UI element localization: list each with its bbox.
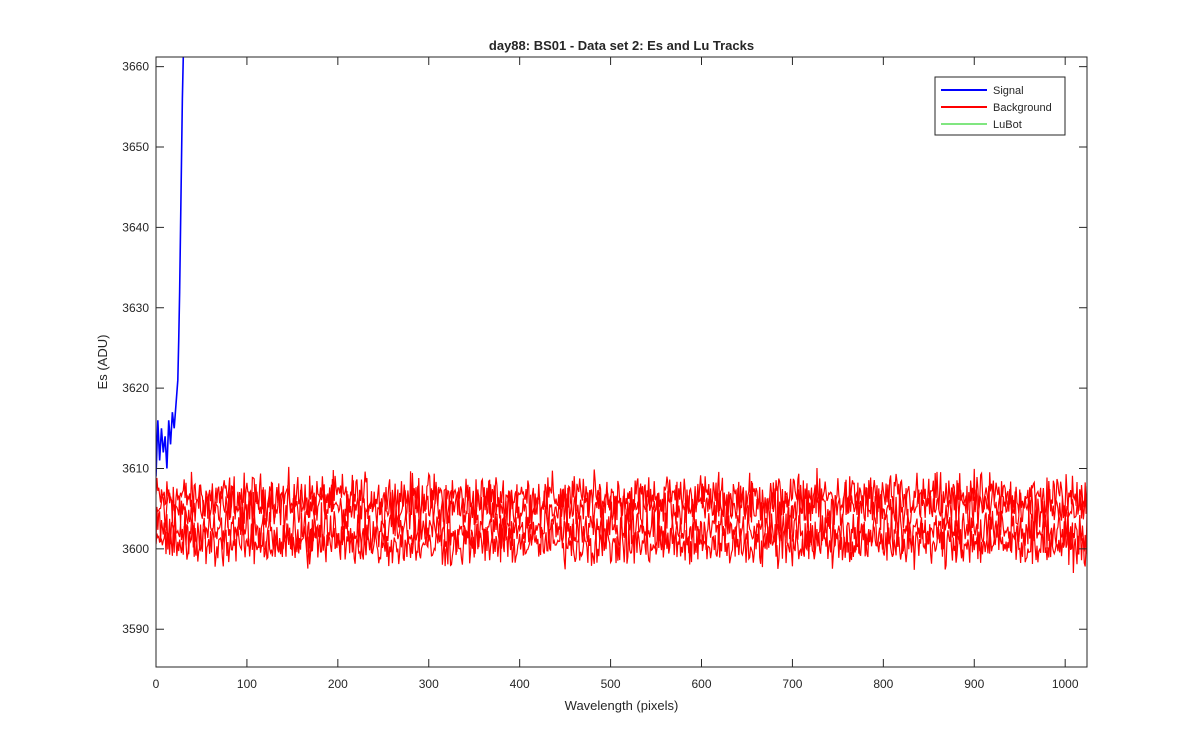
- y-tick-label: 3600: [122, 542, 149, 556]
- x-tick-label: 700: [782, 677, 802, 691]
- y-axis-label: Es (ADU): [95, 335, 110, 390]
- legend-lubot-label: LuBot: [993, 119, 1022, 131]
- x-tick-label: 100: [237, 677, 257, 691]
- background-track-line: [156, 514, 1087, 574]
- background-track-line: [156, 479, 1087, 536]
- x-tick-label: 200: [328, 677, 348, 691]
- signal-series-line: [156, 57, 185, 477]
- legend-background-label: Background: [993, 102, 1052, 114]
- x-tick-label: 900: [964, 677, 984, 691]
- y-tick-label: 3590: [122, 622, 149, 636]
- series-layer: [156, 57, 1087, 574]
- legend[interactable]: Signal Background LuBot: [934, 76, 1066, 136]
- y-tick-label: 3640: [122, 220, 149, 234]
- x-tick-label: 1000: [1052, 677, 1079, 691]
- x-tick-label: 400: [510, 677, 530, 691]
- x-tick-label: 300: [419, 677, 439, 691]
- x-tick-label: 500: [601, 677, 621, 691]
- x-tick-label: 0: [153, 677, 160, 691]
- y-tick-label: 3660: [122, 60, 149, 74]
- y-tick-label: 3630: [122, 301, 149, 315]
- y-tick-label: 3610: [122, 461, 149, 475]
- plot-area: [156, 57, 1087, 667]
- x-axis-label: Wavelength (pixels): [565, 698, 679, 713]
- legend-signal-label: Signal: [993, 85, 1024, 97]
- chart-title: day88: BS01 - Data set 2: Es and Lu Trac…: [489, 38, 754, 53]
- x-tick-label: 800: [873, 677, 893, 691]
- tick-layer: 0 100 200 300 400 500 600 700 800 900 1000 3590 3600…: [122, 57, 1087, 691]
- y-tick-label: 3650: [122, 140, 149, 154]
- axes-box: [155, 56, 1088, 668]
- y-tick-label: 3620: [122, 381, 149, 395]
- x-tick-label: 600: [691, 677, 711, 691]
